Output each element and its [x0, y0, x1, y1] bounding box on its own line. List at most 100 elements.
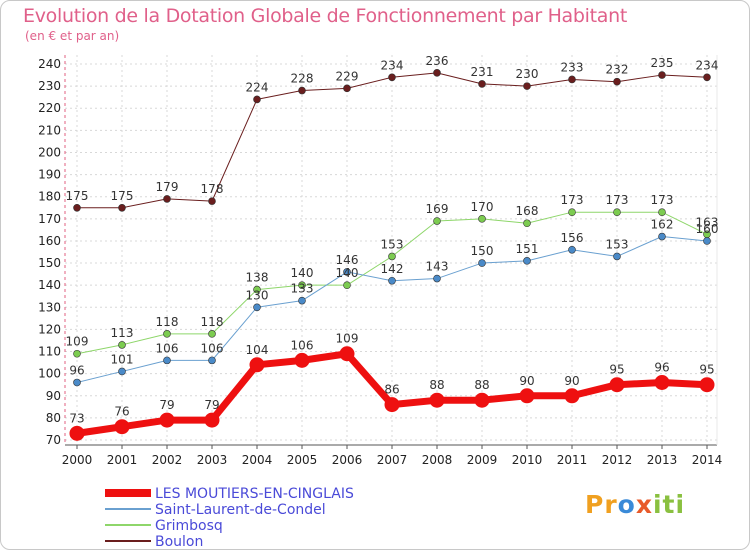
x-tick-label: 2008 — [422, 453, 453, 467]
data-label: 140 — [336, 266, 359, 280]
data-point — [73, 349, 81, 358]
data-point — [118, 367, 126, 376]
data-point — [294, 352, 310, 368]
y-tick-label: 190 — [38, 168, 61, 182]
data-label: 86 — [384, 383, 399, 397]
data-point — [568, 75, 576, 84]
data-point — [474, 392, 490, 408]
y-tick-label: 90 — [46, 389, 61, 403]
data-label: 106 — [156, 341, 179, 355]
x-tick-label: 2013 — [647, 453, 678, 467]
data-point — [568, 208, 576, 216]
data-label: 173 — [606, 193, 629, 207]
series-lines — [69, 69, 715, 441]
proxiti-logo: Proxiti — [585, 490, 686, 519]
data-label: 118 — [201, 315, 224, 329]
data-label: 175 — [111, 189, 134, 203]
data-label: 228 — [291, 72, 314, 86]
x-tick-label: 2012 — [602, 453, 633, 467]
data-label: 106 — [201, 341, 224, 355]
data-label: 101 — [111, 352, 134, 366]
data-label: 146 — [336, 253, 359, 267]
data-point — [73, 203, 81, 212]
data-point — [613, 208, 621, 216]
data-label: 113 — [111, 326, 134, 340]
x-tick-label: 2014 — [692, 453, 723, 467]
data-label: 79 — [204, 398, 219, 412]
data-point — [118, 341, 126, 349]
data-label: 88 — [429, 378, 444, 392]
data-point — [433, 69, 441, 77]
x-tick-label: 2010 — [512, 453, 543, 467]
y-tick-label: 100 — [38, 367, 61, 381]
data-label: 231 — [471, 65, 494, 79]
data-label: 234 — [381, 58, 404, 72]
x-tick-label: 2001 — [107, 453, 138, 467]
data-label: 95 — [699, 363, 714, 377]
data-label: 118 — [156, 315, 179, 329]
data-label: 133 — [291, 282, 314, 296]
data-label: 90 — [564, 374, 579, 388]
x-tick-label: 2000 — [62, 453, 93, 467]
data-point — [609, 377, 625, 393]
data-label: 96 — [654, 360, 669, 374]
data-point — [298, 296, 306, 305]
legend-entry: Grimbosq — [155, 518, 223, 534]
x-tick-label: 2005 — [287, 453, 318, 467]
data-point — [654, 374, 670, 390]
data-point — [478, 80, 486, 88]
data-label: 162 — [651, 218, 674, 232]
data-label: 73 — [69, 411, 84, 425]
data-point — [339, 346, 355, 362]
data-label: 150 — [471, 244, 494, 258]
data-point — [298, 281, 306, 289]
data-label: 79 — [159, 398, 174, 412]
data-point — [163, 195, 171, 203]
data-label: 233 — [561, 60, 584, 74]
data-point — [253, 303, 261, 312]
legend-entry: Saint-Laurent-de-Condel — [155, 502, 326, 518]
data-point — [658, 71, 666, 79]
data-point — [523, 82, 531, 90]
legend-entry: Boulon — [155, 534, 203, 550]
data-label: 235 — [651, 56, 674, 70]
data-label: 234 — [696, 58, 719, 72]
data-label: 170 — [471, 200, 494, 214]
y-tick-label: 120 — [38, 322, 61, 336]
y-tick-label: 160 — [38, 234, 61, 248]
data-point — [523, 257, 531, 265]
grid — [65, 55, 717, 445]
data-label: 109 — [66, 335, 89, 349]
data-point — [699, 377, 715, 393]
data-point — [343, 281, 351, 289]
x-tick-label: 2003 — [197, 453, 228, 467]
data-point — [564, 388, 580, 404]
y-tick-label: 130 — [38, 300, 61, 314]
x-tick-label: 2009 — [467, 453, 498, 467]
data-label: 151 — [516, 242, 539, 256]
data-point — [703, 73, 711, 82]
data-point — [388, 276, 396, 285]
data-point — [208, 356, 216, 365]
data-point — [478, 259, 486, 267]
data-label: 104 — [246, 343, 269, 357]
x-tick-label: 2006 — [332, 453, 363, 467]
data-label: 230 — [516, 67, 539, 81]
data-point — [613, 252, 621, 261]
data-label: 138 — [246, 271, 269, 285]
data-point — [163, 330, 171, 338]
data-label: 156 — [561, 231, 584, 245]
y-tick-label: 230 — [38, 79, 61, 93]
data-point — [253, 95, 261, 104]
legend-entry: LES MOUTIERS-EN-CINGLAIS — [155, 486, 354, 502]
data-point — [433, 274, 441, 283]
data-point — [343, 268, 351, 276]
data-label: 163 — [696, 215, 719, 229]
data-point — [658, 208, 666, 216]
data-label: 106 — [291, 338, 314, 352]
y-tick-label: 180 — [38, 190, 61, 204]
data-label: 88 — [474, 378, 489, 392]
x-tick-label: 2011 — [557, 453, 588, 467]
legend: LES MOUTIERS-EN-CINGLAISSaint-Laurent-de… — [105, 486, 354, 550]
data-label: 224 — [246, 80, 269, 94]
